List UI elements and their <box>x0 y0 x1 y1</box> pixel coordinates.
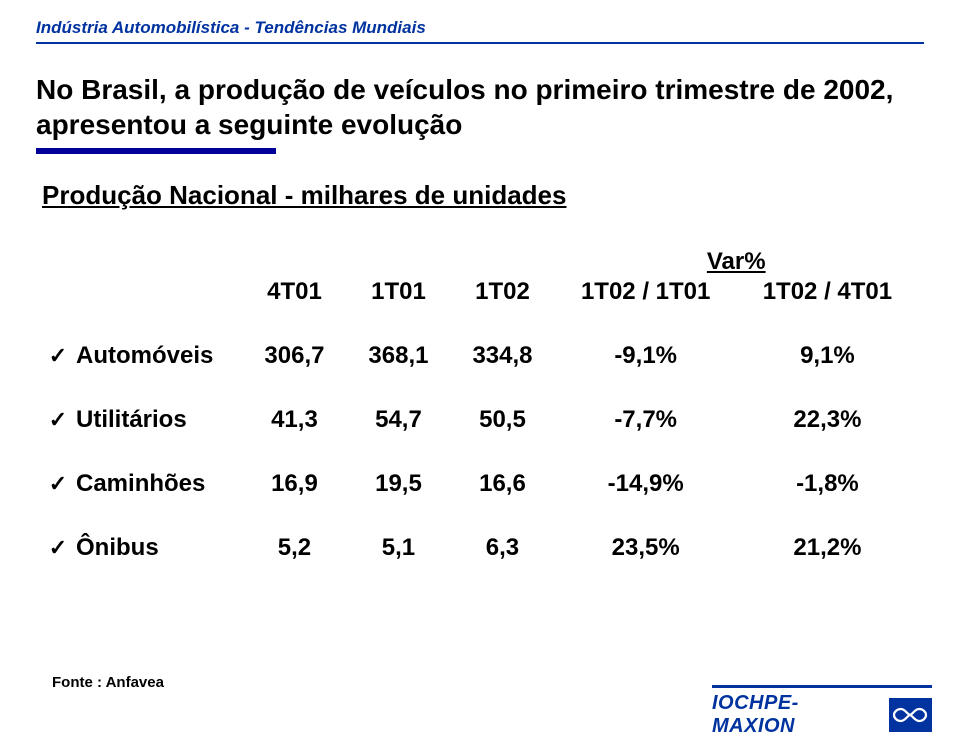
table-row: ✓ Automóveis 306,7368,1334,8-9,1%9,1% <box>42 324 918 388</box>
check-icon: ✓ <box>48 535 68 561</box>
cell-value: 5,1 <box>346 516 450 580</box>
cell-value: 16,6 <box>450 452 554 516</box>
logo-text: IOCHPE-MAXION <box>712 692 879 738</box>
col-header: 1T02 / 1T01 <box>554 278 736 324</box>
infinity-icon <box>889 698 932 732</box>
cell-value: 41,3 <box>242 388 346 452</box>
cell-value: 21,2% <box>737 516 918 580</box>
table-row: ✓ Caminhões 16,919,516,6-14,9%-1,8% <box>42 452 918 516</box>
cell-value: 334,8 <box>450 324 554 388</box>
header-rule <box>36 42 924 44</box>
cell-value: -7,7% <box>554 388 736 452</box>
slide: Indústria Automobilística - Tendências M… <box>0 0 960 755</box>
row-label: ✓ Automóveis <box>42 324 242 388</box>
row-label-text: Caminhões <box>76 470 205 497</box>
cell-value: 54,7 <box>346 388 450 452</box>
cell-value: -1,8% <box>737 452 918 516</box>
row-label-text: Automóveis <box>76 342 213 369</box>
col-header: 1T01 <box>346 278 450 324</box>
row-label: ✓ Utilitários <box>42 388 242 452</box>
row-label: ✓ Caminhões <box>42 452 242 516</box>
row-label-text: Utilitários <box>76 406 187 433</box>
cell-value: 19,5 <box>346 452 450 516</box>
table-row: ✓ Utilitários 41,354,750,5-7,7%22,3% <box>42 388 918 452</box>
cell-value: 23,5% <box>554 516 736 580</box>
cell-value: 306,7 <box>242 324 346 388</box>
check-icon: ✓ <box>48 343 68 369</box>
var-header: Var% <box>554 248 918 278</box>
check-icon: ✓ <box>48 407 68 433</box>
table-row: ✓ Ônibus 5,25,16,323,5%21,2% <box>42 516 918 580</box>
cell-value: -9,1% <box>554 324 736 388</box>
cell-value: -14,9% <box>554 452 736 516</box>
cell-value: 9,1% <box>737 324 918 388</box>
cell-value: 50,5 <box>450 388 554 452</box>
subtitle: Produção Nacional - milhares de unidades <box>42 180 566 211</box>
data-table: Var% 4T01 1T01 1T02 1T02 / 1T01 1T02 / 4… <box>42 248 918 580</box>
section-header: Indústria Automobilística - Tendências M… <box>36 18 426 38</box>
brand-logo: IOCHPE-MAXION <box>712 685 932 737</box>
cell-value: 22,3% <box>737 388 918 452</box>
title-underline <box>36 148 276 154</box>
page-title: No Brasil, a produção de veículos no pri… <box>36 72 906 142</box>
cell-value: 16,9 <box>242 452 346 516</box>
source-attribution: Fonte : Anfavea <box>52 674 164 691</box>
cell-value: 5,2 <box>242 516 346 580</box>
col-header: 4T01 <box>242 278 346 324</box>
check-icon: ✓ <box>48 471 68 497</box>
row-label: ✓ Ônibus <box>42 516 242 580</box>
cell-value: 6,3 <box>450 516 554 580</box>
col-header: 1T02 <box>450 278 554 324</box>
row-label-text: Ônibus <box>76 534 159 561</box>
col-header: 1T02 / 4T01 <box>737 278 918 324</box>
cell-value: 368,1 <box>346 324 450 388</box>
